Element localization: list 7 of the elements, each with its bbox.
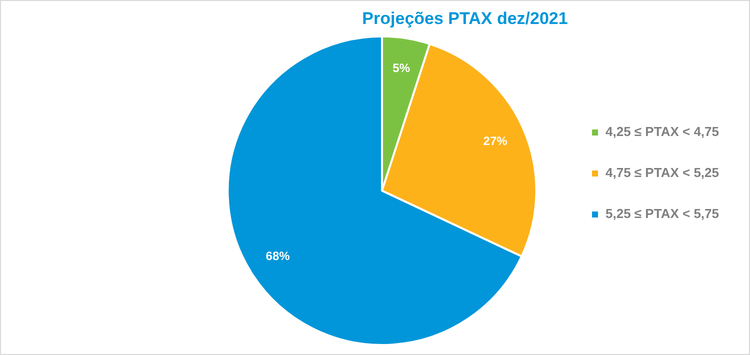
data-label: 5% xyxy=(392,61,410,76)
chart-title: Projeções PTAX dez/2021 xyxy=(362,8,568,28)
legend-label: 4,75 ≤ PTAX < 5,25 xyxy=(606,165,719,180)
legend-label: 4,25 ≤ PTAX < 4,75 xyxy=(606,124,719,140)
legend-label: 5,25 ≤ PTAX < 5,75 xyxy=(606,206,719,222)
data-label: 27% xyxy=(483,134,508,148)
data-label: 68% xyxy=(266,249,290,264)
